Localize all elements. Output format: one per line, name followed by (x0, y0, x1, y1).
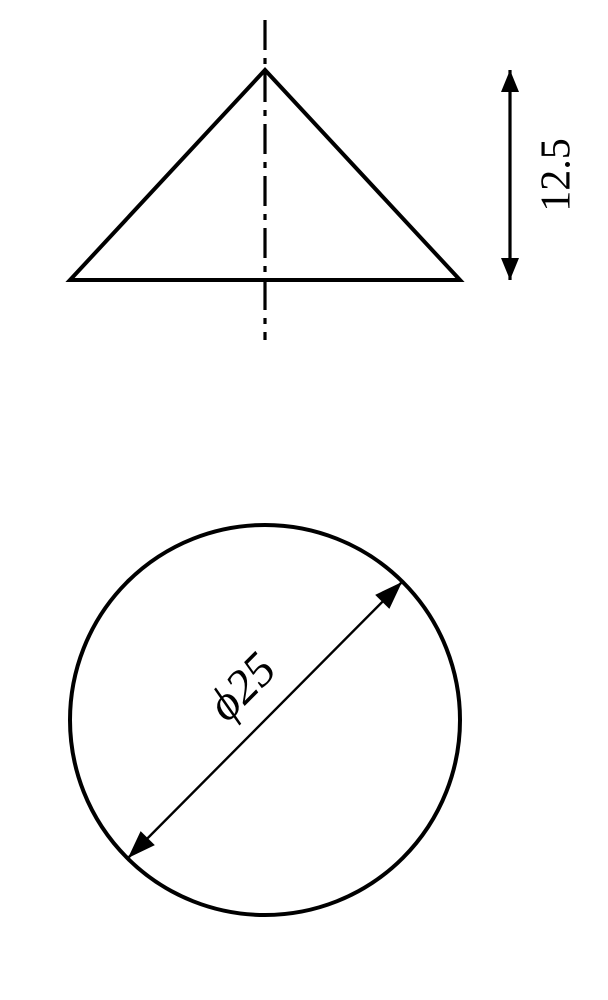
engineering-drawing: 12.5 ϕ25 (0, 0, 608, 1000)
height-dim-arrow-bottom (501, 258, 519, 280)
height-dim-label: 12.5 (534, 138, 580, 212)
diameter-dim-line (128, 582, 402, 858)
height-dim-arrow-top (501, 70, 519, 92)
drawing-svg: 12.5 ϕ25 (0, 0, 608, 1000)
diameter-dim-label: ϕ25 (197, 642, 286, 731)
